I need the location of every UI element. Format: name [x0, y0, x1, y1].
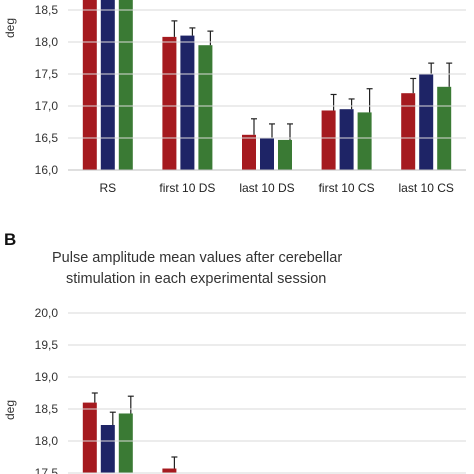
bar	[100, 425, 115, 473]
chart-title-line-2: stimulation in each experimental session	[66, 271, 326, 287]
bar	[401, 93, 416, 170]
bar	[82, 402, 97, 473]
bar	[339, 109, 354, 170]
x-tick-label: first 10 DS	[159, 181, 215, 195]
bar	[118, 0, 133, 171]
bar	[162, 36, 177, 170]
y-axis-label: deg	[3, 400, 17, 420]
bar	[180, 35, 195, 170]
bar	[118, 413, 133, 473]
panel-label-b: B	[4, 230, 16, 249]
y-tick-label: 19,5	[35, 338, 59, 352]
chart-0-plot	[82, 0, 453, 171]
y-tick-label: 17,5	[35, 466, 59, 474]
x-tick-label: RS	[99, 181, 116, 195]
y-tick-label: 18,5	[35, 3, 59, 17]
bar	[162, 468, 177, 473]
bar	[278, 139, 292, 170]
x-tick-label: first 10 CS	[319, 181, 375, 195]
y-tick-label: 19,0	[35, 370, 59, 384]
bar	[82, 0, 97, 171]
y-tick-label: 18,5	[35, 402, 59, 416]
bar	[100, 0, 115, 171]
y-tick-label: 20,0	[35, 306, 59, 320]
chart-title-line-1: Pulse amplitude mean values after cerebe…	[52, 250, 342, 266]
x-tick-label: last 10 CS	[399, 181, 454, 195]
y-tick-label: 18,0	[35, 35, 59, 49]
bar	[242, 134, 256, 170]
bar	[198, 45, 213, 171]
y-tick-label: 17,5	[35, 67, 59, 81]
y-tick-label: 16,5	[35, 131, 59, 145]
bar	[260, 138, 274, 170]
bar	[357, 112, 372, 170]
y-tick-label: 17,0	[35, 99, 59, 113]
y-tick-label: 18,0	[35, 434, 59, 448]
chart-1-plot	[82, 392, 178, 473]
y-axis-label: deg	[3, 18, 17, 38]
y-tick-label: 16,0	[35, 163, 59, 177]
bar	[321, 110, 336, 170]
bar	[437, 86, 452, 170]
x-tick-label: last 10 DS	[239, 181, 294, 195]
bar	[419, 74, 434, 170]
